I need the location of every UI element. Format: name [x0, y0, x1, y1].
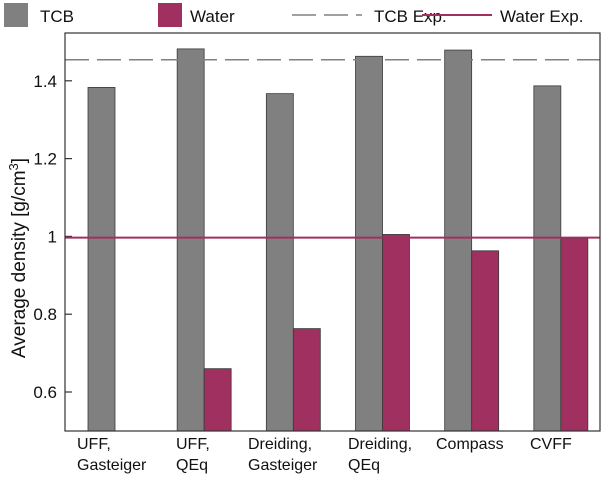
- category-label: UFF,: [77, 436, 111, 453]
- water-bar: [203, 368, 232, 432]
- y-tick-label: 0.6: [33, 383, 57, 402]
- tcb-bar: [444, 49, 473, 432]
- legend-water-label: Water: [190, 7, 235, 26]
- legend-tcb-exp-label: TCB Exp.: [374, 7, 447, 26]
- y-tick-label: 0.8: [33, 305, 57, 324]
- category-label: QEq: [348, 457, 380, 474]
- y-axis-ticks: 0.6 0.8 1 1.2 1.4: [33, 72, 72, 402]
- category-label: QEq: [176, 457, 208, 474]
- category-label: Compass: [436, 436, 504, 453]
- tcb-bar: [355, 55, 383, 432]
- water-bar: [382, 234, 410, 432]
- category-label: Gasteiger: [77, 457, 147, 474]
- tcb-bar: [265, 93, 294, 432]
- plot-frame: [64, 32, 601, 432]
- y-tick-label: 1.2: [33, 150, 57, 169]
- tcb-bar: [176, 48, 205, 432]
- category-labels: UFF, Gasteiger UFF, QEq Dreiding, Gasteiger Dr…: [77, 436, 572, 474]
- category-label: UFF,: [176, 436, 210, 453]
- category-label: CVFF: [530, 436, 572, 453]
- tcb-bar: [87, 87, 116, 432]
- category-label: Dreiding,: [348, 436, 412, 453]
- legend-tcb-label: TCB: [40, 7, 74, 26]
- reference-lines: [65, 59, 600, 239]
- y-tick-label: 1: [48, 227, 57, 246]
- y-tick-label: 1.4: [33, 72, 57, 91]
- legend-tcb-swatch: [4, 3, 28, 27]
- water-bar: [560, 237, 589, 432]
- y-axis-title: Average density [g/cm3]: [6, 158, 30, 358]
- tcb-bar: [533, 85, 562, 432]
- bars: [87, 48, 589, 432]
- category-label: Gasteiger: [248, 457, 318, 474]
- y-axis-title-superscript: 3: [6, 163, 21, 170]
- legend: TCB Water TCB Exp. Water Exp.: [4, 3, 583, 27]
- legend-water-swatch: [158, 3, 182, 27]
- water-bar: [471, 250, 500, 432]
- water-bar: [292, 328, 321, 432]
- legend-water-exp-label: Water Exp.: [500, 7, 583, 26]
- category-label: Dreiding,: [248, 436, 312, 453]
